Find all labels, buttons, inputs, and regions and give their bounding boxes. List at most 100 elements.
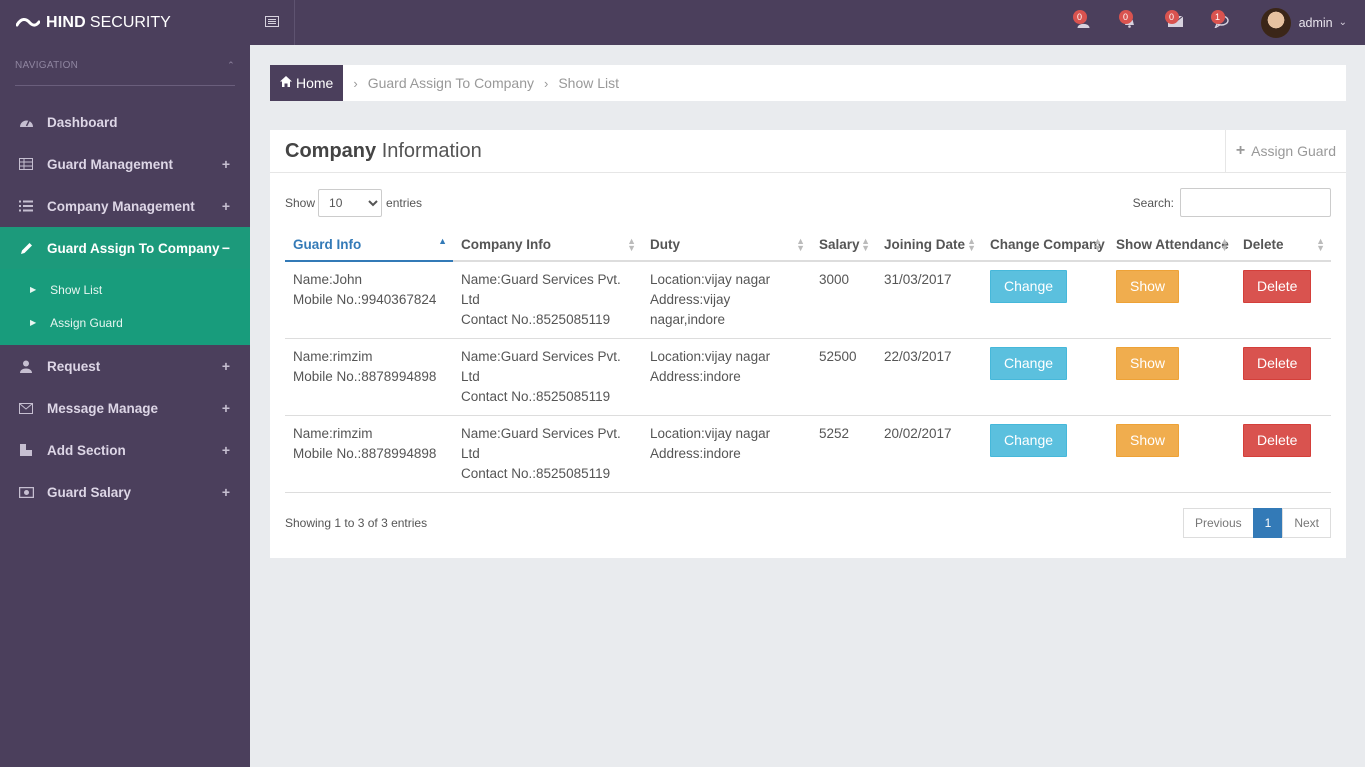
money-icon [18, 484, 34, 500]
column-header-delete[interactable]: Delete ▲ ▼ [1235, 229, 1331, 262]
plus-icon: + [1235, 142, 1246, 159]
cell-guard-info: Name:rimzim Mobile No.:8878994898 [285, 415, 453, 493]
column-header-joining-date[interactable]: Joining Date ▲ ▼ [876, 229, 982, 262]
delete-button[interactable]: Delete [1243, 347, 1312, 380]
duty-location: Location:vijay nagar [650, 349, 771, 364]
nav-divider [15, 85, 235, 86]
brand[interactable]: HIND SECURITY [0, 0, 250, 45]
user-menu[interactable]: admin ⌄ [1260, 7, 1347, 38]
sidebar-item-guard-salary[interactable]: Guard Salary + [0, 471, 250, 513]
column-header-show-attendance[interactable]: Show Attendance ▲ ▼ [1108, 229, 1235, 262]
sort-ascending-icon: ▲ [438, 236, 447, 246]
chevron-down-icon: ⌄ [1338, 17, 1347, 28]
cell-joining-date: 31/03/2017 [876, 261, 982, 339]
search-input[interactable] [1180, 188, 1331, 217]
assign-guard-label: Assign Guard [1251, 143, 1336, 159]
menu-toggle-button[interactable] [250, 0, 295, 45]
submenu-item-label: Assign Guard [50, 315, 123, 330]
entries-info: Showing 1 to 3 of 3 entries [285, 516, 428, 530]
caret-right-icon: ▶ [30, 285, 37, 294]
breadcrumb-home[interactable]: Home [270, 65, 344, 101]
sidebar-item-label: Company Management [47, 198, 195, 214]
sidebar-item-label: Add Section [47, 442, 126, 458]
notification-chat[interactable]: 1 [1199, 0, 1245, 45]
dashboard-icon [18, 114, 34, 130]
search-label: Search: [1132, 195, 1174, 210]
delete-button[interactable]: Delete [1243, 270, 1312, 303]
page-length-control: Show 10 entries [285, 188, 422, 217]
envelope-icon [18, 400, 34, 416]
pagination: Previous 1 Next [1182, 508, 1331, 538]
guard-name: Name:John [293, 272, 363, 287]
breadcrumb-section[interactable]: Guard Assign To Company [367, 75, 534, 91]
change-company-button[interactable]: Change [990, 270, 1068, 303]
sort-icon: ▲ ▼ [1220, 236, 1229, 253]
cell-change-company: Change [982, 415, 1108, 493]
sort-icon: ▲ ▼ [1093, 236, 1102, 253]
expand-icon: + [221, 156, 231, 172]
company-information-panel: Company Information + Assign Guard Show … [270, 129, 1346, 558]
show-attendance-button[interactable]: Show [1116, 424, 1180, 457]
company-contact: Contact No.:8525085119 [461, 312, 611, 327]
table-row: Name:rimzim Mobile No.:8878994898 Name:Gu… [285, 338, 1331, 416]
notification-messages[interactable]: 0 [1153, 0, 1199, 45]
submenu: ▶ Show List ▶ Assign Guard [0, 269, 250, 345]
show-attendance-button[interactable]: Show [1116, 347, 1180, 380]
collapse-icon[interactable]: ⌃ [227, 59, 235, 70]
sidebar-item-request[interactable]: Request + [0, 345, 250, 387]
sidebar-item-guard-assign[interactable]: Guard Assign To Company − [0, 227, 250, 269]
assign-guard-button[interactable]: + Assign Guard [1224, 129, 1346, 173]
sidebar-item-dashboard[interactable]: Dashboard [0, 101, 250, 143]
breadcrumb-separator-icon: › [353, 75, 358, 91]
column-header-guard-info[interactable]: Guard Info ▲ [285, 229, 453, 262]
change-company-button[interactable]: Change [990, 347, 1068, 380]
guard-mobile: Mobile No.:9940367824 [293, 292, 437, 307]
sidebar-item-label: Guard Management [47, 156, 174, 172]
submenu-item-show-list[interactable]: ▶ Show List [0, 273, 250, 306]
logo-icon [16, 16, 40, 30]
pagination-previous[interactable]: Previous [1182, 508, 1254, 538]
change-company-button[interactable]: Change [990, 424, 1068, 457]
nav-header: NAVIGATION ⌃ [0, 45, 250, 85]
column-header-label: Delete [1243, 237, 1284, 252]
sidebar-item-add-section[interactable]: Add Section + [0, 429, 250, 471]
breadcrumb: Home › Guard Assign To Company › Show Li… [270, 65, 1346, 101]
sidebar-item-company-management[interactable]: Company Management + [0, 185, 250, 227]
company-name: Name:Guard Services Pvt. Ltd [461, 272, 621, 307]
breadcrumb-separator-icon: › [543, 75, 549, 91]
sidebar-item-label: Request [47, 358, 101, 374]
delete-button[interactable]: Delete [1243, 424, 1312, 457]
duty-location: Location:vijay nagar [650, 272, 771, 287]
sidebar-item-label: Dashboard [47, 114, 118, 130]
pagination-next[interactable]: Next [1282, 508, 1331, 538]
cell-joining-date: 20/02/2017 [876, 415, 982, 493]
column-header-duty[interactable]: Duty ▲ ▼ [642, 229, 811, 262]
column-header-change-company[interactable]: Change Company ▲ ▼ [982, 229, 1108, 262]
expand-icon: + [221, 198, 231, 214]
panel-body: Show 10 entries Search: [270, 173, 1346, 558]
submenu-item-assign-guard[interactable]: ▶ Assign Guard [0, 306, 250, 339]
duty-address: Address:vijay nagar,indore [650, 292, 731, 327]
page-length-select[interactable]: 10 [318, 188, 383, 217]
duty-address: Address:indore [650, 369, 741, 384]
notification-badge: 0 [1164, 10, 1179, 24]
panel-title: Company Information [270, 140, 482, 163]
pagination-page-1[interactable]: 1 [1252, 508, 1284, 538]
sidebar-item-guard-management[interactable]: Guard Management + [0, 143, 250, 185]
column-header-company-info[interactable]: Company Info ▲ ▼ [453, 229, 642, 262]
sidebar-item-message-manage[interactable]: Message Manage + [0, 387, 250, 429]
cell-show-attendance: Show [1108, 261, 1235, 339]
column-header-salary[interactable]: Salary ▲ ▼ [811, 229, 876, 262]
show-attendance-button[interactable]: Show [1116, 270, 1180, 303]
notification-alerts[interactable]: 0 [1107, 0, 1153, 45]
cell-salary: 52500 [811, 338, 876, 416]
show-label: Show [285, 195, 316, 210]
column-header-label: Joining Date [884, 237, 966, 252]
cell-salary: 3000 [811, 261, 876, 339]
company-name: Name:Guard Services Pvt. Ltd [461, 426, 621, 461]
notification-users[interactable]: 0 [1061, 0, 1107, 45]
expand-icon: + [221, 400, 231, 416]
guard-name: Name:rimzim [293, 349, 373, 364]
cell-company-info: Name:Guard Services Pvt. Ltd Contact No.:… [453, 415, 642, 493]
avatar [1260, 7, 1291, 38]
